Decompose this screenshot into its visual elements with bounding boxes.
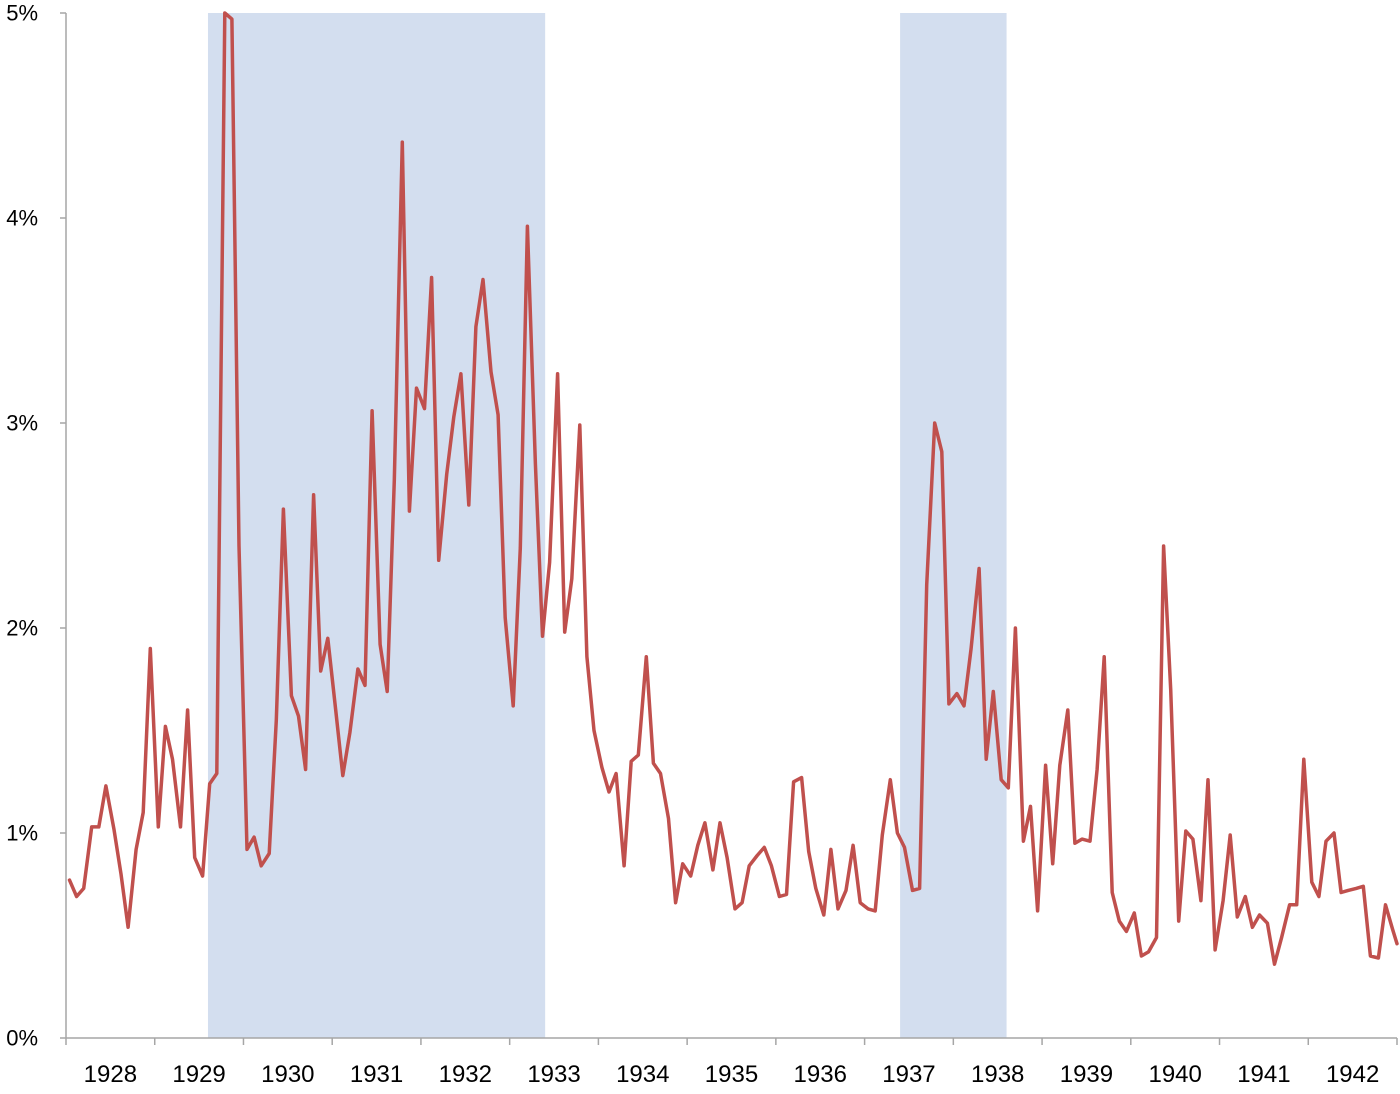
- y-ticks: 0% 1% 2% 3% 4% 5%: [6, 1, 66, 1051]
- x-tick-label: 1939: [1060, 1061, 1113, 1088]
- y-tick-label: 5%: [6, 1, 38, 26]
- y-tick-label: 1%: [6, 821, 38, 846]
- y-tick-label: 4%: [6, 206, 38, 231]
- y-tick-label: 2%: [6, 616, 38, 641]
- x-tick-label: 1938: [971, 1061, 1024, 1088]
- y-tick-label: 0%: [6, 1026, 38, 1051]
- x-tick-label: 1936: [794, 1061, 847, 1088]
- x-tick-label: 1931: [350, 1061, 403, 1088]
- x-tick-label: 1932: [439, 1061, 492, 1088]
- x-tick-label: 1930: [261, 1061, 314, 1088]
- axes: [65, 13, 1397, 1039]
- x-tick-label: 1928: [84, 1061, 137, 1088]
- x-tick-label: 1942: [1326, 1061, 1379, 1088]
- x-tick-label: 1940: [1148, 1061, 1201, 1088]
- x-tick-label: 1941: [1237, 1061, 1290, 1088]
- x-tick-label: 1934: [616, 1061, 669, 1088]
- x-tick-label: 1933: [527, 1061, 580, 1088]
- x-ticks: 1928 1929 1930 1931 1932 1933 1934 1935 1936 1937…: [65, 1038, 1398, 1088]
- x-tick-label: 1935: [705, 1061, 758, 1088]
- x-tick-label: 1937: [882, 1061, 935, 1088]
- series-line-1: [67, 11, 1399, 966]
- y-tick-label: 3%: [6, 411, 38, 436]
- shaded-periods: [207, 13, 1007, 1038]
- series-group: [67, 11, 1399, 966]
- shaded-period-2: [900, 13, 1007, 1038]
- x-tick-label: 1929: [172, 1061, 225, 1088]
